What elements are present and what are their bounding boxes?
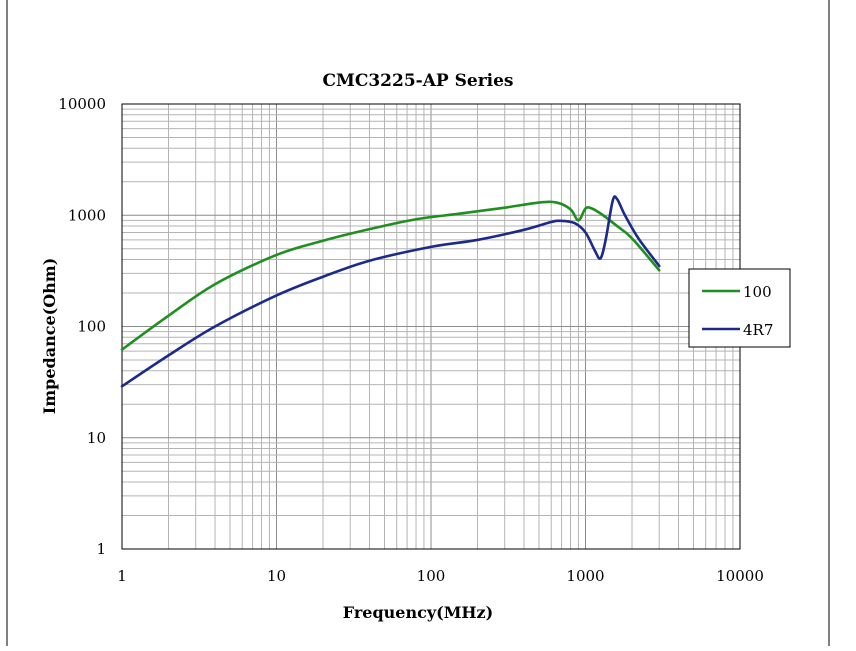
legend: 100 4R7 <box>688 268 791 348</box>
chart-title: CMC3225-AP Series <box>322 71 513 91</box>
x-tick-label: 10000 <box>716 567 764 585</box>
series-line-4r7 <box>120 195 661 388</box>
x-axis-title: Frequency(MHz) <box>343 603 493 622</box>
y-tick-label: 10 <box>87 429 106 447</box>
legend-label-100: 100 <box>743 283 772 301</box>
legend-label-4r7: 4R7 <box>743 321 773 339</box>
y-tick-label: 1 <box>96 540 106 558</box>
y-tick-label: 100 <box>77 318 106 336</box>
y-axis-title: Impedance(Ohm) <box>40 258 59 415</box>
series-line-100 <box>120 200 661 351</box>
legend-box <box>688 268 791 348</box>
y-tick-label: 1000 <box>68 206 106 224</box>
y-tick-label: 10000 <box>58 95 106 113</box>
x-tick-label: 100 <box>417 567 446 585</box>
x-tick-label: 1000 <box>566 567 604 585</box>
x-tick-label: 1 <box>117 567 127 585</box>
series-layer <box>120 195 661 388</box>
x-tick-label: 10 <box>267 567 286 585</box>
tick-label-layer: 1 10 100 1000 10000 1 10 100 1000 10000 <box>58 95 764 585</box>
